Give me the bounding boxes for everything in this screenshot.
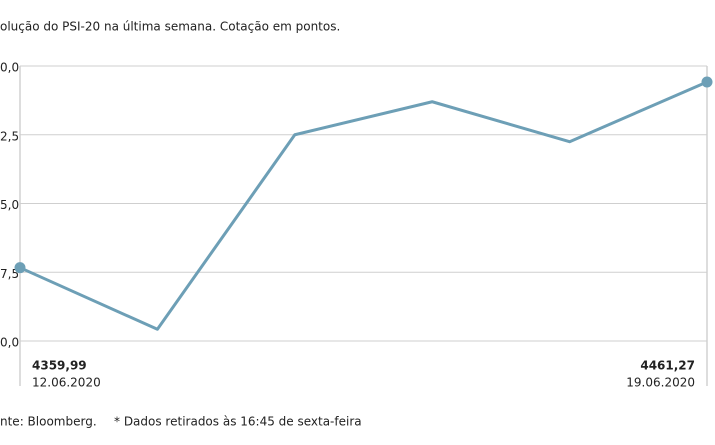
source: nte: Bloomberg.: [0, 415, 97, 429]
y-tick-label: 5,0: [0, 198, 19, 212]
y-tick-label: 0,0: [0, 336, 19, 350]
value-label: 4461,27: [640, 359, 695, 373]
value-label: 4359,99: [32, 359, 87, 373]
end-point: [14, 262, 26, 274]
line: [19, 80, 708, 331]
y-tick-label: 0,0: [0, 61, 19, 75]
y-tick-label: 7,5: [0, 267, 19, 281]
end-point: [701, 76, 713, 88]
note: * Dados retirados às 16:45 de sexta-feir…: [114, 415, 362, 429]
chart-title: olução do PSI-20 na última semana. Cotaç…: [0, 20, 340, 34]
x-tick-label: 12.06.2020: [32, 376, 101, 390]
y-tick-label: 2,5: [0, 129, 19, 143]
x-tick-label: 19.06.2020: [626, 376, 695, 390]
